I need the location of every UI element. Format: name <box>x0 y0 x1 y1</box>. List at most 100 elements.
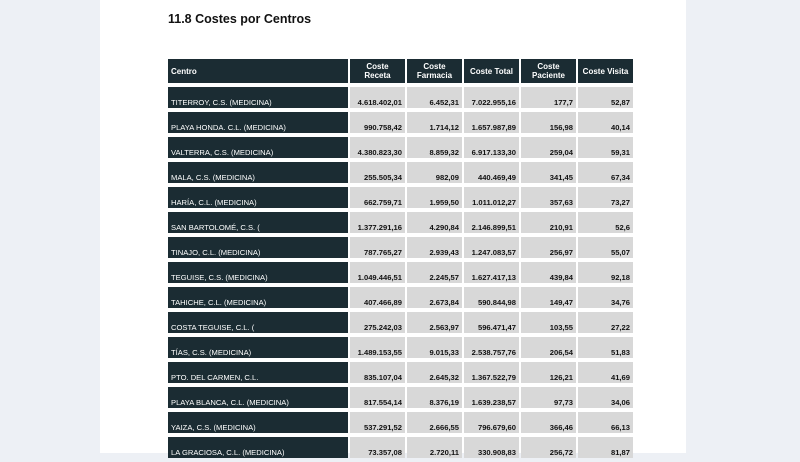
cell-coste-visita: 34,76 <box>578 287 633 308</box>
cell-coste-total: 1.639.238,57 <box>464 387 519 408</box>
table-row: HARÍA, C.L. (MEDICINA) 662.759,71 1.959,50… <box>168 187 633 208</box>
cell-coste-paciente: 97,73 <box>521 387 576 408</box>
cell-centro: TINAJO, C.L. (MEDICINA) <box>168 237 348 258</box>
cell-coste-receta: 662.759,71 <box>350 187 405 208</box>
cell-centro: TÍAS, C.S. (MEDICINA) <box>168 337 348 358</box>
cell-centro: LA GRACIOSA, C.L. (MEDICINA) <box>168 437 348 458</box>
cell-coste-paciente: 259,04 <box>521 137 576 158</box>
cell-coste-farmacia: 8.859,32 <box>407 137 462 158</box>
cell-coste-paciente: 256,72 <box>521 437 576 458</box>
section-title: 11.8 Costes por Centros <box>168 12 312 26</box>
cell-coste-receta: 1.049.446,51 <box>350 262 405 283</box>
cell-coste-farmacia: 1.714,12 <box>407 112 462 133</box>
cell-coste-receta: 787.765,27 <box>350 237 405 258</box>
cell-coste-paciente: 366,46 <box>521 412 576 433</box>
table-row: MALA, C.S. (MEDICINA) 255.505,34 982,09 440… <box>168 162 633 183</box>
cell-coste-total: 1.367.522,79 <box>464 362 519 383</box>
cell-coste-farmacia: 1.959,50 <box>407 187 462 208</box>
table-row: TITERROY, C.S. (MEDICINA) 4.618.402,01 6.4… <box>168 87 633 108</box>
cell-coste-receta: 4.380.823,30 <box>350 137 405 158</box>
cell-coste-total: 6.917.133,30 <box>464 137 519 158</box>
cell-coste-receta: 537.291,52 <box>350 412 405 433</box>
table-row: LA GRACIOSA, C.L. (MEDICINA) 73.357,08 2.7… <box>168 437 633 458</box>
cell-coste-visita: 51,83 <box>578 337 633 358</box>
cell-coste-paciente: 156,98 <box>521 112 576 133</box>
cell-coste-farmacia: 2.720,11 <box>407 437 462 458</box>
table-row: TÍAS, C.S. (MEDICINA) 1.489.153,55 9.015,3… <box>168 337 633 358</box>
cell-coste-visita: 34,06 <box>578 387 633 408</box>
cell-coste-total: 1.247.083,57 <box>464 237 519 258</box>
cell-coste-total: 796.679,60 <box>464 412 519 433</box>
cell-coste-farmacia: 8.376,19 <box>407 387 462 408</box>
cell-coste-farmacia: 9.015,33 <box>407 337 462 358</box>
cell-coste-paciente: 357,63 <box>521 187 576 208</box>
cell-coste-farmacia: 2.645,32 <box>407 362 462 383</box>
cell-coste-total: 596.471,47 <box>464 312 519 333</box>
cell-coste-farmacia: 4.290,84 <box>407 212 462 233</box>
cell-coste-receta: 1.377.291,16 <box>350 212 405 233</box>
cell-centro: HARÍA, C.L. (MEDICINA) <box>168 187 348 208</box>
cell-coste-visita: 40,14 <box>578 112 633 133</box>
cell-centro: TEGUISE, C.S. (MEDICINA) <box>168 262 348 283</box>
cell-coste-total: 590.844,98 <box>464 287 519 308</box>
header-centro: Centro <box>168 59 348 83</box>
cell-coste-receta: 255.505,34 <box>350 162 405 183</box>
cell-coste-paciente: 256,97 <box>521 237 576 258</box>
cell-coste-total: 2.146.899,51 <box>464 212 519 233</box>
cell-coste-paciente: 439,84 <box>521 262 576 283</box>
cell-centro: PLAYA HONDA. C.L. (MEDICINA) <box>168 112 348 133</box>
cell-coste-total: 1.627.417,13 <box>464 262 519 283</box>
cell-coste-visita: 73,27 <box>578 187 633 208</box>
table-row: TEGUISE, C.S. (MEDICINA) 1.049.446,51 2.24… <box>168 262 633 283</box>
cell-coste-farmacia: 982,09 <box>407 162 462 183</box>
header-coste-total: Coste Total <box>464 59 519 83</box>
table-row: VALTERRA, C.S. (MEDICINA) 4.380.823,30 8.8… <box>168 137 633 158</box>
cell-coste-farmacia: 2.939,43 <box>407 237 462 258</box>
cell-centro: PLAYA BLANCA, C.L. (MEDICINA) <box>168 387 348 408</box>
table-row: TAHICHE, C.L. (MEDICINA) 407.466,89 2.673,… <box>168 287 633 308</box>
cell-coste-receta: 817.554,14 <box>350 387 405 408</box>
cell-coste-paciente: 149,47 <box>521 287 576 308</box>
cell-coste-paciente: 177,7 <box>521 87 576 108</box>
cell-coste-receta: 73.357,08 <box>350 437 405 458</box>
cell-coste-visita: 27,22 <box>578 312 633 333</box>
cell-centro: VALTERRA, C.S. (MEDICINA) <box>168 137 348 158</box>
cell-coste-total: 2.538.757,76 <box>464 337 519 358</box>
cell-coste-visita: 41,69 <box>578 362 633 383</box>
cell-coste-visita: 59,31 <box>578 137 633 158</box>
cell-coste-visita: 81,87 <box>578 437 633 458</box>
cell-coste-paciente: 206,54 <box>521 337 576 358</box>
cell-coste-receta: 835.107,04 <box>350 362 405 383</box>
cell-coste-receta: 275.242,03 <box>350 312 405 333</box>
cell-coste-paciente: 341,45 <box>521 162 576 183</box>
cell-coste-visita: 67,34 <box>578 162 633 183</box>
table-header-row: Centro Coste Receta Coste Farmacia Coste… <box>168 59 633 83</box>
cell-centro: PTO. DEL CARMEN, C.L. <box>168 362 348 383</box>
cell-centro: SAN BARTOLOMÉ, C.S. ( <box>168 212 348 233</box>
cell-centro: TITERROY, C.S. (MEDICINA) <box>168 87 348 108</box>
cell-coste-farmacia: 2.245,57 <box>407 262 462 283</box>
cell-coste-paciente: 103,55 <box>521 312 576 333</box>
cell-coste-receta: 990.758,42 <box>350 112 405 133</box>
cell-coste-total: 440.469,49 <box>464 162 519 183</box>
header-coste-farmacia: Coste Farmacia <box>407 59 462 83</box>
cell-centro: MALA, C.S. (MEDICINA) <box>168 162 348 183</box>
cell-coste-farmacia: 2.673,84 <box>407 287 462 308</box>
table-row: PLAYA HONDA. C.L. (MEDICINA) 990.758,42 1.… <box>168 112 633 133</box>
costs-table: Centro Coste Receta Coste Farmacia Coste… <box>166 55 635 462</box>
table-row: PLAYA BLANCA, C.L. (MEDICINA) 817.554,14 8… <box>168 387 633 408</box>
cell-coste-receta: 407.466,89 <box>350 287 405 308</box>
cell-coste-farmacia: 2.666,55 <box>407 412 462 433</box>
header-coste-visita: Coste Visita <box>578 59 633 83</box>
table-row: PTO. DEL CARMEN, C.L. 835.107,04 2.645,32 1… <box>168 362 633 383</box>
table-row: YAIZA, C.S. (MEDICINA) 537.291,52 2.666,55… <box>168 412 633 433</box>
cell-coste-total: 1.657.987,89 <box>464 112 519 133</box>
cell-coste-visita: 92,18 <box>578 262 633 283</box>
cell-coste-visita: 55,07 <box>578 237 633 258</box>
cell-coste-total: 1.011.012,27 <box>464 187 519 208</box>
table-row: SAN BARTOLOMÉ, C.S. (1.377.291,16 4.290,8… <box>168 212 633 233</box>
cell-coste-farmacia: 6.452,31 <box>407 87 462 108</box>
table-row: TINAJO, C.L. (MEDICINA) 787.765,27 2.939,4… <box>168 237 633 258</box>
header-coste-paciente: Coste Paciente <box>521 59 576 83</box>
cell-coste-paciente: 126,21 <box>521 362 576 383</box>
